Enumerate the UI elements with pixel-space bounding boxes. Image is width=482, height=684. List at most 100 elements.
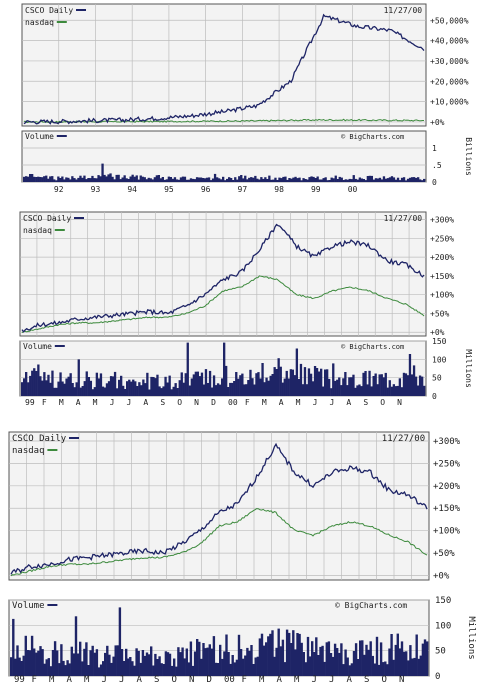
x-tick-label: N [189,675,194,684]
volume-bar [160,388,163,396]
volume-bar [330,177,333,182]
x-tick-label: A [277,675,283,684]
volume-bar [183,658,186,676]
volume-bar [65,378,68,396]
volume-bar [306,636,310,676]
volume-bar [244,175,247,182]
volume-bar [143,177,146,182]
volume-bar [114,645,117,676]
volume-bar [309,373,313,396]
volume-bar [182,382,185,396]
volume-bar [139,662,142,676]
volume-bar [295,348,299,396]
volume-bar [354,643,358,676]
price-tick-label: +50,000% [430,16,469,25]
volume-bar [156,374,159,396]
volume-bar [63,179,66,182]
volume-bar [308,177,311,182]
volume-bar [320,179,323,182]
volume-bar [392,659,395,676]
volume-bar [60,644,63,676]
volume-tick-label: 1 [432,144,437,153]
volume-bar [298,177,301,182]
volume-bar [306,179,309,182]
volume-bar [229,382,232,396]
volume-bar [277,358,280,396]
volume-unit-label: Millions [466,616,476,659]
volume-bar [372,376,375,396]
volume-bar [396,385,400,396]
watermark: © BigCharts.com [341,343,404,351]
volume-bar [89,380,93,396]
volume-bar [239,375,242,396]
volume-bar [271,374,274,396]
volume-bar [290,643,293,676]
volume-bar [47,374,50,396]
volume-bar [260,177,263,182]
volume-bar [324,369,327,396]
volume-bar [69,373,72,396]
volume-bar [380,179,384,182]
volume-bar [109,173,112,182]
volume-bar [350,377,353,396]
x-tick-label: F [242,675,247,684]
watermark: © BigCharts.com [335,601,407,610]
volume-bar [261,363,264,396]
volume-bar [134,381,137,396]
volume-unit-label: Billions [464,137,473,176]
volume-bar [25,176,28,182]
chart-1: +50,000% +40,000% +30,000% +20,000% +10,000%… [21,3,473,194]
volume-bar [416,385,420,396]
volume-bar [101,163,104,182]
volume-bar [57,176,60,182]
series-line-csco [10,442,428,575]
volume-bar [281,639,285,676]
volume-bar [211,178,215,182]
x-tick-label: O [382,675,387,684]
volume-bar [175,666,178,676]
volume-bar [29,375,32,396]
volume-tick-label: 0 [435,672,440,682]
volume-bar [253,384,256,396]
x-tick-label: N [397,398,402,407]
volume-bar [241,373,244,396]
volume-bar [324,177,327,182]
volume-bar [319,646,322,676]
volume-bar [382,377,385,396]
volume-bar [133,176,136,182]
x-tick-label: 99 [14,675,25,684]
volume-bar [425,641,429,676]
volume-bar [160,663,163,676]
volume-bar [268,175,271,182]
volume-bar [246,647,249,676]
volume-bar [202,643,205,676]
volume-bar [150,376,153,396]
volume-bar [238,176,241,182]
volume-bar [141,650,145,676]
volume-bar [356,659,360,676]
volume-bar [151,179,154,182]
volume-bar [275,369,278,396]
watermark: © BigCharts.com [341,133,404,141]
volume-bar [348,665,351,676]
volume-tick-label: .5 [432,161,442,170]
volume-bar [135,648,138,676]
volume-bar [320,368,323,396]
volume-bar [358,177,362,182]
volume-bar [24,635,27,676]
volume-bar [125,648,128,676]
volume-bar [288,178,291,182]
volume-bar [145,652,149,676]
volume-bar [290,178,293,182]
volume-bar [312,176,315,182]
price-tick-label: +250% [433,459,461,469]
volume-bar [158,656,161,676]
volume-bar [35,652,38,676]
price-tick-label: +200% [433,482,461,492]
price-tick-label: +100% [433,527,461,537]
volume-bar [257,372,260,396]
volume-bar [61,176,64,182]
volume-bar [177,179,181,182]
volume-bar [311,641,314,676]
volume-bar [304,179,307,182]
